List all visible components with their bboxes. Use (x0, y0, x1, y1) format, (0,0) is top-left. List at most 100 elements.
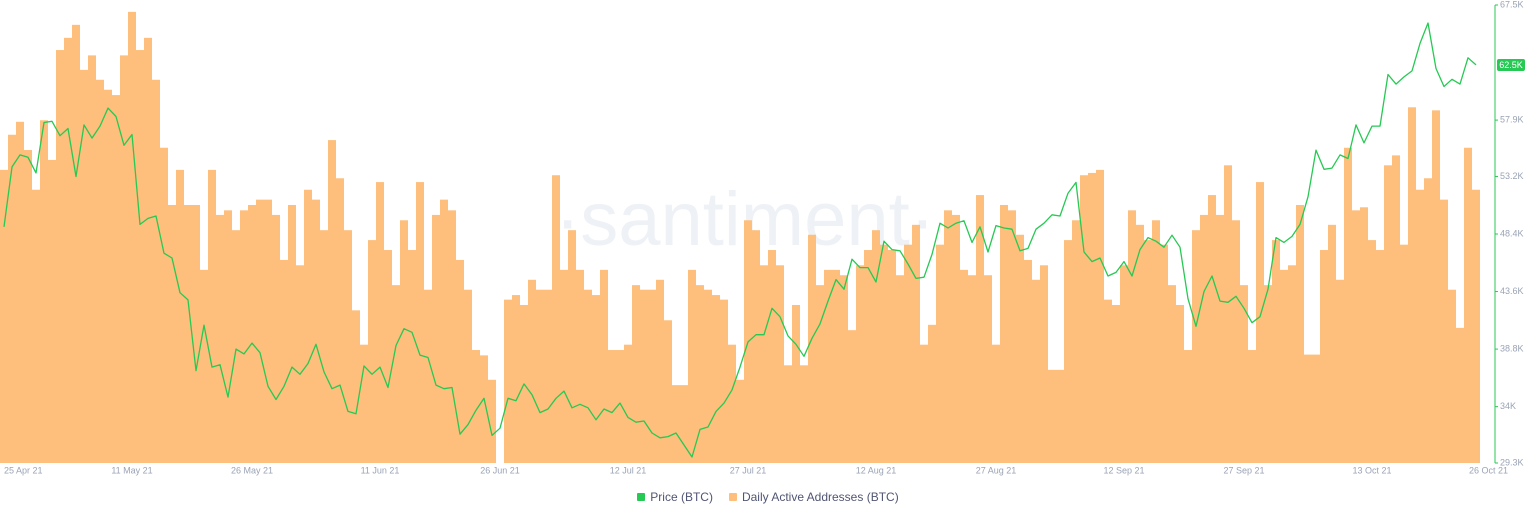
bar (80, 69, 88, 463)
bar (640, 289, 648, 463)
bar (40, 120, 48, 463)
bar (528, 279, 536, 463)
bar (592, 295, 600, 463)
bar (64, 37, 72, 463)
bar (152, 79, 160, 463)
bar (288, 204, 296, 463)
bar (224, 210, 232, 463)
bar (688, 269, 696, 463)
bar (1040, 265, 1048, 463)
bar (1064, 240, 1072, 463)
bar (176, 169, 184, 463)
bar (712, 295, 720, 463)
bar (208, 169, 216, 463)
bar (888, 250, 896, 463)
bar (1328, 224, 1336, 463)
bar (1048, 369, 1056, 463)
bar (1136, 224, 1144, 463)
bar (1096, 169, 1104, 463)
bar (312, 199, 320, 463)
bar (648, 289, 656, 463)
bar (48, 159, 56, 463)
bar (296, 265, 304, 463)
bar (560, 269, 568, 463)
bar (136, 50, 144, 463)
bar (480, 355, 488, 463)
bar (1448, 289, 1456, 463)
bar (792, 304, 800, 463)
bar (624, 344, 632, 463)
bar (1024, 259, 1032, 463)
bar (1424, 178, 1432, 463)
bar (384, 250, 392, 463)
bar (840, 275, 848, 463)
bar (1280, 269, 1288, 463)
bar (1144, 240, 1152, 463)
bar (144, 37, 152, 463)
bar (984, 275, 992, 463)
bar (248, 204, 256, 463)
bar (88, 55, 96, 463)
x-tick-label: 11 Jun 21 (361, 465, 400, 475)
bar (976, 195, 984, 463)
bar (232, 230, 240, 463)
bar (800, 365, 808, 463)
bar (728, 344, 736, 463)
legend-label: Daily Active Addresses (BTC) (741, 490, 899, 504)
bar (872, 230, 880, 463)
y-tick-label: 57.9K (1500, 114, 1524, 124)
bar (1296, 204, 1304, 463)
bar (1224, 165, 1232, 464)
bar (1112, 304, 1120, 463)
bar (264, 199, 272, 463)
bar (824, 269, 832, 463)
x-tick-label: 27 Aug 21 (976, 465, 1017, 475)
bar (24, 150, 32, 464)
bar (960, 269, 968, 463)
bar (1384, 165, 1392, 464)
bar (1408, 107, 1416, 463)
bar (1072, 220, 1080, 463)
bar (1376, 250, 1384, 463)
bar (920, 344, 928, 463)
bar (320, 230, 328, 463)
y-tick-label: 43.6K (1500, 286, 1524, 296)
bar (1288, 265, 1296, 463)
x-tick-label: 27 Sep 21 (1223, 465, 1264, 475)
bar (1248, 350, 1256, 463)
bar (8, 134, 16, 463)
bar (160, 147, 168, 463)
bar (1472, 189, 1480, 463)
bar (1192, 230, 1200, 463)
bar (760, 265, 768, 463)
bar (1128, 210, 1136, 463)
bar (816, 285, 824, 463)
bar (1016, 234, 1024, 463)
bar (752, 230, 760, 463)
bar (1392, 155, 1400, 464)
bar (736, 379, 744, 463)
bar (1120, 265, 1128, 463)
bar (576, 269, 584, 463)
x-tick-label: 12 Aug 21 (856, 465, 897, 475)
x-tick-label: 26 May 21 (231, 465, 273, 475)
bar (704, 289, 712, 463)
bar (936, 244, 944, 463)
bar (808, 234, 816, 463)
legend-swatch (728, 493, 737, 501)
legend-swatch (637, 493, 646, 501)
legend-item[interactable]: Daily Active Addresses (BTC) (728, 490, 899, 504)
bar (1168, 285, 1176, 463)
bar (344, 230, 352, 463)
bar (552, 175, 560, 463)
bar (424, 289, 432, 463)
line-layer (3, 22, 1477, 458)
bar (848, 330, 856, 463)
legend-item[interactable]: Price (BTC) (637, 490, 713, 504)
bar (440, 199, 448, 463)
bar (776, 265, 784, 463)
bar (1200, 214, 1208, 463)
bar (1152, 220, 1160, 463)
x-tick-label: 11 May 21 (111, 465, 152, 475)
